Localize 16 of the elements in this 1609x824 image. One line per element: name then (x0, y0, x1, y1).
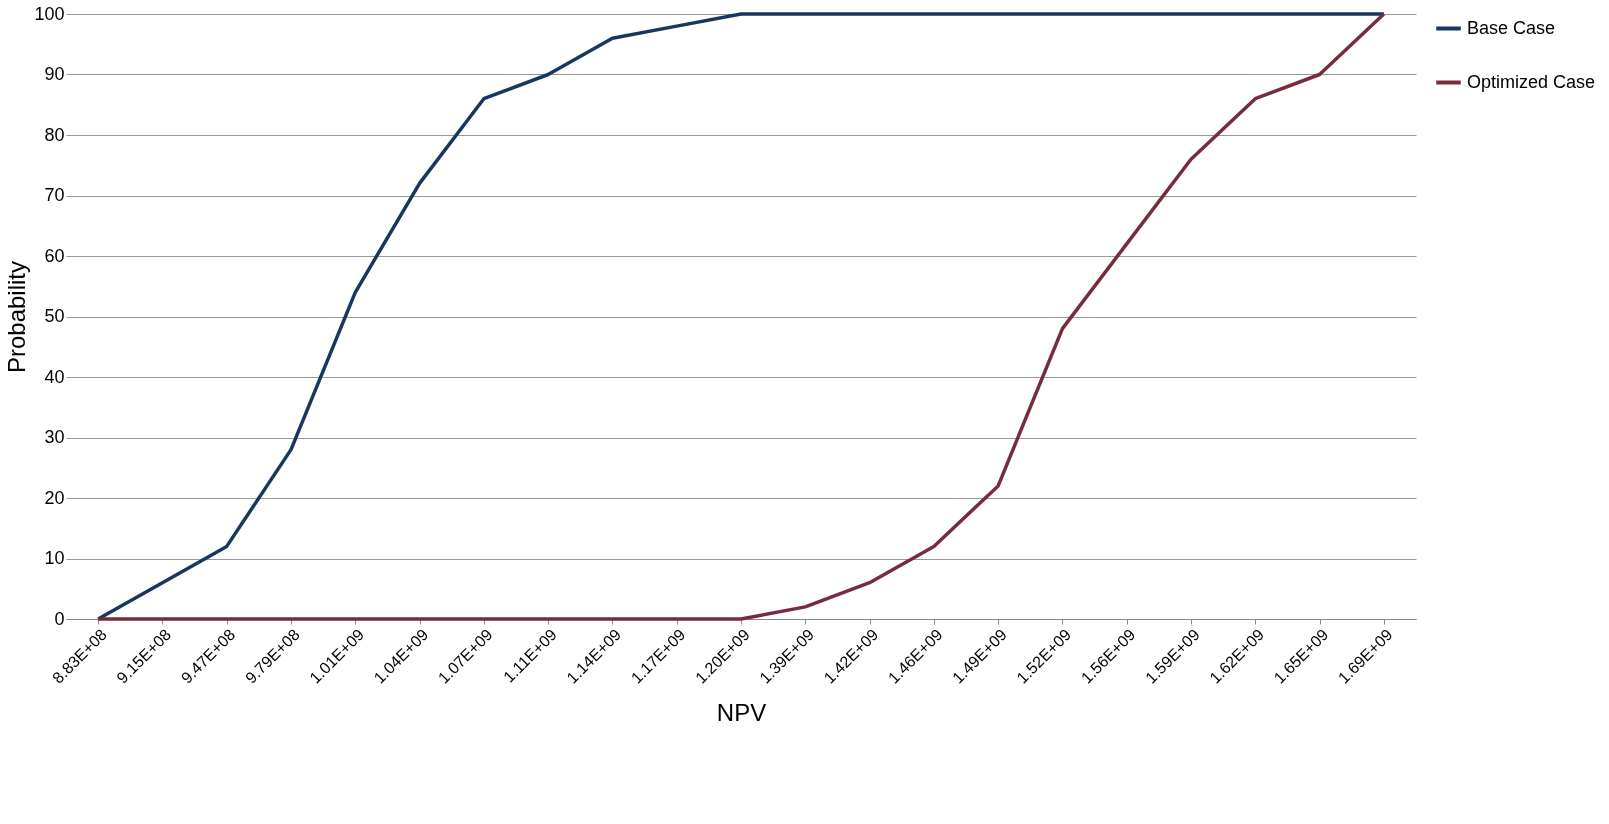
y-tick-label: 90 (44, 64, 65, 84)
line-series (96, 12, 1386, 621)
y-tick-label: 10 (44, 548, 65, 568)
y-tick-label: 80 (44, 124, 65, 145)
legend-label: Optimized Case (1467, 71, 1596, 92)
y-tick-label: 60 (44, 245, 65, 266)
y-tick-label: 40 (44, 366, 65, 387)
y-tick-label: 70 (44, 185, 65, 205)
y-tick-label: 0 (54, 608, 65, 629)
y-tick-label: 20 (44, 487, 65, 508)
y-tick-label: 50 (44, 306, 65, 326)
x-axis-title: NPV (716, 698, 767, 726)
y-tick-label: 30 (44, 427, 65, 447)
legend-label: Base Case (1467, 17, 1556, 38)
y-axis-title: Probability (3, 260, 31, 374)
y-tick-label: 100 (34, 3, 65, 24)
